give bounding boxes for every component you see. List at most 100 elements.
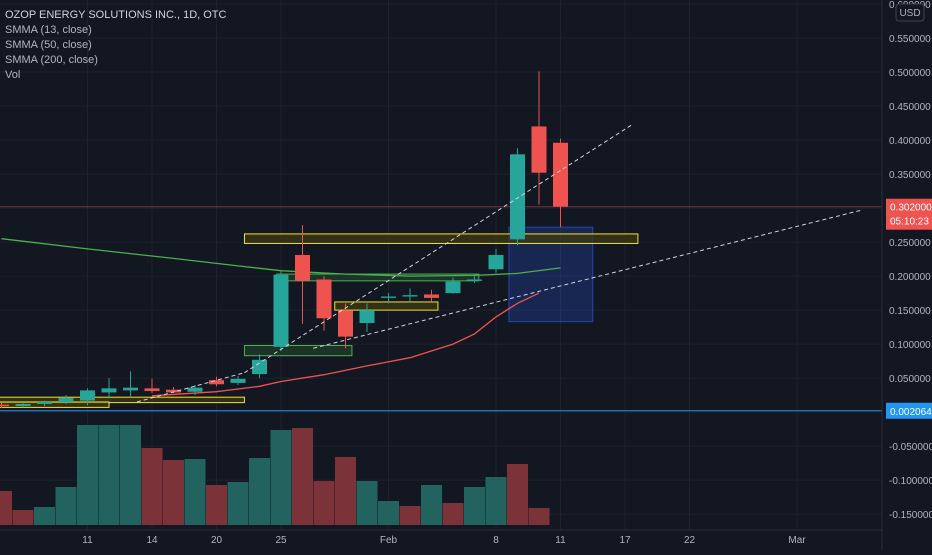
- volume-bar: [0, 491, 12, 525]
- candle-body: [209, 380, 224, 385]
- volume-bar: [464, 487, 485, 525]
- volume-bar: [356, 481, 378, 525]
- time-tick-label: 17: [619, 535, 631, 546]
- volume-bar: [227, 482, 249, 525]
- volume-bar: [442, 503, 464, 525]
- volume-bar: [249, 458, 270, 525]
- candle-body: [295, 255, 310, 281]
- price-tick-label: 0.400000: [889, 136, 931, 147]
- price-tick-label: -0.150000: [889, 510, 932, 521]
- volume-bar: [421, 485, 442, 525]
- yellow-zone: [243, 233, 639, 244]
- candle-body: [101, 388, 117, 393]
- price-axis: [882, 0, 932, 550]
- indicator-smma200[interactable]: SMMA (200, close): [5, 54, 98, 66]
- volume-bar: [507, 464, 528, 525]
- time-tick-label: 25: [275, 535, 287, 546]
- yellow-zone: [334, 301, 439, 311]
- current-price-badge: [886, 198, 932, 230]
- price-tick-label: -0.050000: [889, 442, 932, 453]
- candle-body: [166, 389, 181, 393]
- symbol-title[interactable]: OZOP ENERGY SOLUTIONS INC., 1D, OTC: [5, 9, 227, 21]
- price-tick-label: 0.450000: [889, 102, 931, 113]
- hline-price-value: 0.002064: [890, 407, 932, 418]
- candle-body: [273, 274, 289, 347]
- price-tick-label: 0.500000: [889, 68, 931, 79]
- volume-bar: [313, 481, 335, 525]
- time-tick-label: 8: [493, 535, 499, 546]
- candle-body: [381, 296, 396, 298]
- candle-body: [445, 281, 461, 294]
- volume-bar: [98, 425, 120, 525]
- currency-label: USD: [899, 8, 920, 19]
- candle-body: [467, 279, 482, 281]
- price-tick-label: 0.100000: [889, 340, 931, 351]
- candle-body: [553, 142, 568, 207]
- time-tick-label: 14: [146, 535, 158, 546]
- hline-price-badge: [886, 402, 932, 419]
- price-tick-label: 0.550000: [889, 34, 931, 45]
- candle-body: [230, 378, 246, 383]
- candle-body: [80, 390, 95, 401]
- price-tick-label: 0.200000: [889, 272, 931, 283]
- volume-bar: [184, 459, 206, 525]
- price-tick-label: 0.350000: [889, 170, 931, 181]
- candle-body: [510, 154, 525, 240]
- countdown-timer: 05:10:23: [890, 217, 929, 228]
- candle-body: [58, 397, 74, 402]
- trend-line: [313, 209, 862, 349]
- volume-bar: [120, 425, 141, 525]
- candle-body: [316, 279, 332, 319]
- time-tick-label: Mar: [788, 535, 806, 546]
- indicator-volume[interactable]: Vol: [5, 69, 21, 81]
- volume-bar: [163, 460, 184, 525]
- volume-bar: [485, 477, 507, 525]
- chart-legend: OZOP ENERGY SOLUTIONS INC., 1D, OTC SMMA…: [5, 8, 226, 83]
- green-zone: [243, 344, 353, 357]
- smma50-line: [1, 238, 561, 277]
- candle-body: [0, 404, 9, 407]
- trend-line: [136, 372, 245, 403]
- candle-body: [424, 294, 439, 298]
- volume-bar: [55, 487, 77, 525]
- smma13-line: [151, 292, 540, 397]
- candle-body: [37, 401, 52, 404]
- volume-bar: [270, 430, 292, 525]
- indicator-smma13[interactable]: SMMA (13, close): [5, 24, 92, 36]
- time-tick-label: 20: [211, 535, 223, 546]
- volume-bar: [77, 425, 98, 525]
- price-tick-label: 0.250000: [889, 238, 931, 249]
- candle-body: [252, 359, 267, 375]
- volume-bar: [528, 508, 550, 525]
- candle-body: [144, 388, 160, 392]
- volume-bar: [141, 448, 163, 525]
- volume-bar: [292, 428, 313, 525]
- candle-body: [402, 295, 418, 297]
- volume-bar: [399, 506, 421, 525]
- current-price-value: 0.302000: [890, 203, 932, 214]
- price-tick-label: 0.150000: [889, 306, 931, 317]
- volume-bar: [34, 507, 55, 525]
- candle-body: [488, 255, 504, 270]
- candle-body: [15, 403, 31, 407]
- volume-bar: [335, 457, 356, 525]
- time-tick-label: 11: [82, 535, 93, 546]
- volume-bar: [12, 510, 34, 525]
- time-tick-label: Feb: [380, 535, 398, 546]
- time-tick-label: 11: [555, 535, 566, 546]
- indicator-smma50[interactable]: SMMA (50, close): [5, 39, 92, 51]
- candle-body: [338, 310, 353, 337]
- volume-bar: [206, 485, 227, 525]
- candle-body: [187, 387, 203, 392]
- yellow-zone: [0, 396, 245, 404]
- volume-bar: [378, 501, 399, 525]
- candle-body: [123, 387, 138, 391]
- price-tick-label: -0.100000: [889, 476, 932, 487]
- candle-body: [531, 126, 547, 173]
- price-tick-label: 0.050000: [889, 374, 931, 385]
- candle-body: [359, 310, 375, 324]
- time-tick-label: 22: [684, 535, 696, 546]
- currency-badge: [895, 3, 925, 22]
